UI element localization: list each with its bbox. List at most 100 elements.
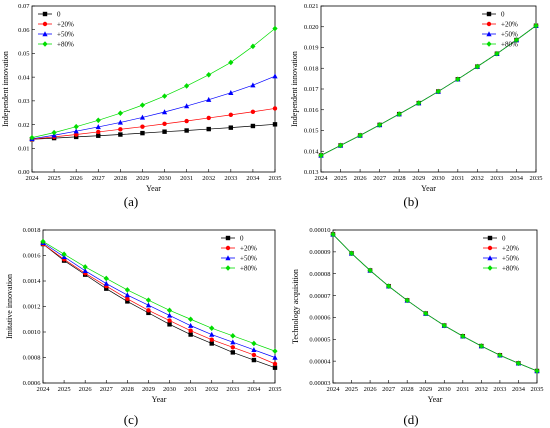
- data-point: [318, 152, 324, 159]
- x-tick-label: 2029: [419, 386, 432, 393]
- series-line-2: [31, 75, 276, 140]
- legend-marker: [225, 245, 231, 251]
- x-tick-label: 2029: [412, 175, 425, 182]
- data-point: [167, 322, 172, 327]
- x-tick-label: 2034: [512, 386, 526, 393]
- data-point: [250, 109, 256, 114]
- series-line-3: [332, 234, 538, 372]
- legend-label: +80%: [57, 41, 74, 49]
- data-point: [166, 312, 173, 318]
- data-point: [230, 345, 236, 350]
- x-tick-label: 2034: [247, 386, 261, 393]
- data-point: [272, 365, 278, 370]
- legend-label: 0: [57, 11, 61, 19]
- y-tick-label: 0.00009: [309, 249, 330, 256]
- x-tick-label: 2026: [364, 386, 378, 393]
- y-axis-title: Imitative innovation: [5, 274, 14, 339]
- y-tick-label: 0.0014: [23, 278, 42, 285]
- data-point: [250, 123, 256, 129]
- legend-label: 0: [240, 235, 244, 243]
- x-tick-label: 2031: [451, 175, 464, 182]
- y-tick-label: 0.07: [18, 3, 30, 10]
- data-point: [209, 341, 214, 346]
- x-tick-label: 2028: [393, 175, 406, 182]
- data-point: [184, 103, 190, 109]
- x-tick-label: 2035: [530, 175, 543, 182]
- legend-marker: [487, 245, 493, 251]
- data-point: [118, 127, 123, 132]
- data-point: [184, 118, 189, 124]
- data-point: [206, 115, 211, 121]
- data-point: [188, 328, 193, 333]
- data-point: [230, 350, 236, 355]
- y-tick-label: 0.0012: [23, 304, 41, 311]
- y-tick-label: 0.021: [304, 3, 319, 10]
- chart-panel-1: 2024 2025 2026 2027 2028 2029 2030 2031 2032 2033…: [290, 3, 543, 209]
- y-tick-label: 0.0010: [23, 329, 41, 336]
- x-tick-label: 2027: [382, 386, 396, 393]
- data-point: [206, 96, 212, 102]
- y-tick-label: 0.0018: [23, 227, 41, 234]
- data-point: [435, 88, 441, 95]
- data-point: [124, 292, 130, 298]
- data-point: [272, 73, 278, 79]
- legend-label: +80%: [240, 265, 257, 273]
- legend-marker: [487, 255, 493, 261]
- data-point: [95, 124, 101, 130]
- x-tick-label: 2024: [26, 175, 40, 182]
- y-tick-label: 0.020: [304, 24, 319, 31]
- data-point: [455, 76, 461, 83]
- data-point: [404, 297, 410, 304]
- data-point: [188, 332, 193, 337]
- data-point: [73, 132, 79, 137]
- data-point: [125, 296, 130, 302]
- data-point: [118, 132, 123, 137]
- data-point: [117, 110, 123, 116]
- x-tick-label: 2032: [475, 386, 488, 393]
- legend-label: +50%: [240, 255, 257, 263]
- data-point: [367, 267, 373, 274]
- data-point: [124, 287, 130, 293]
- data-point: [51, 129, 57, 136]
- y-tick-label: 0.016: [304, 107, 319, 114]
- data-point: [228, 59, 234, 66]
- data-point: [61, 251, 67, 258]
- x-tick-label: 2033: [493, 386, 506, 393]
- data-point: [209, 325, 215, 331]
- data-point: [209, 337, 214, 342]
- data-point: [140, 130, 145, 136]
- data-point: [250, 82, 256, 88]
- x-tick-label: 2032: [471, 175, 484, 182]
- legend-marker: [225, 255, 231, 261]
- legend-marker: [225, 265, 231, 271]
- data-point: [73, 128, 79, 134]
- x-tick-label: 2024: [37, 386, 51, 393]
- y-tick-label: 0.00010: [309, 227, 330, 234]
- legend-marker: [42, 31, 48, 37]
- x-tick-label: 2035: [269, 386, 282, 393]
- x-tick-label: 2028: [121, 386, 134, 393]
- y-tick-label: 0.00008: [309, 271, 330, 278]
- data-point: [73, 123, 79, 130]
- data-point: [82, 268, 88, 273]
- series-line-1: [42, 243, 276, 365]
- legend-marker: [42, 41, 48, 47]
- data-point: [272, 106, 278, 111]
- data-point: [515, 360, 522, 367]
- x-tick-label: 2027: [100, 386, 114, 393]
- data-point: [162, 121, 167, 127]
- panel-label: (d): [403, 412, 418, 427]
- data-point: [96, 129, 101, 135]
- data-point: [478, 343, 484, 349]
- data-point: [206, 71, 212, 78]
- y-tick-label: 0.013: [304, 169, 319, 176]
- legend-marker: [486, 11, 492, 17]
- x-tick-label: 2030: [432, 175, 445, 182]
- x-tick-label: 2033: [226, 386, 239, 393]
- y-axis-title: Independent innovation: [290, 51, 299, 127]
- x-tick-label: 2029: [136, 175, 149, 182]
- y-axis-title: Independent innovation: [1, 51, 10, 127]
- data-point: [228, 112, 234, 118]
- y-tick-label: 0.0006: [23, 380, 42, 387]
- data-point: [103, 280, 109, 286]
